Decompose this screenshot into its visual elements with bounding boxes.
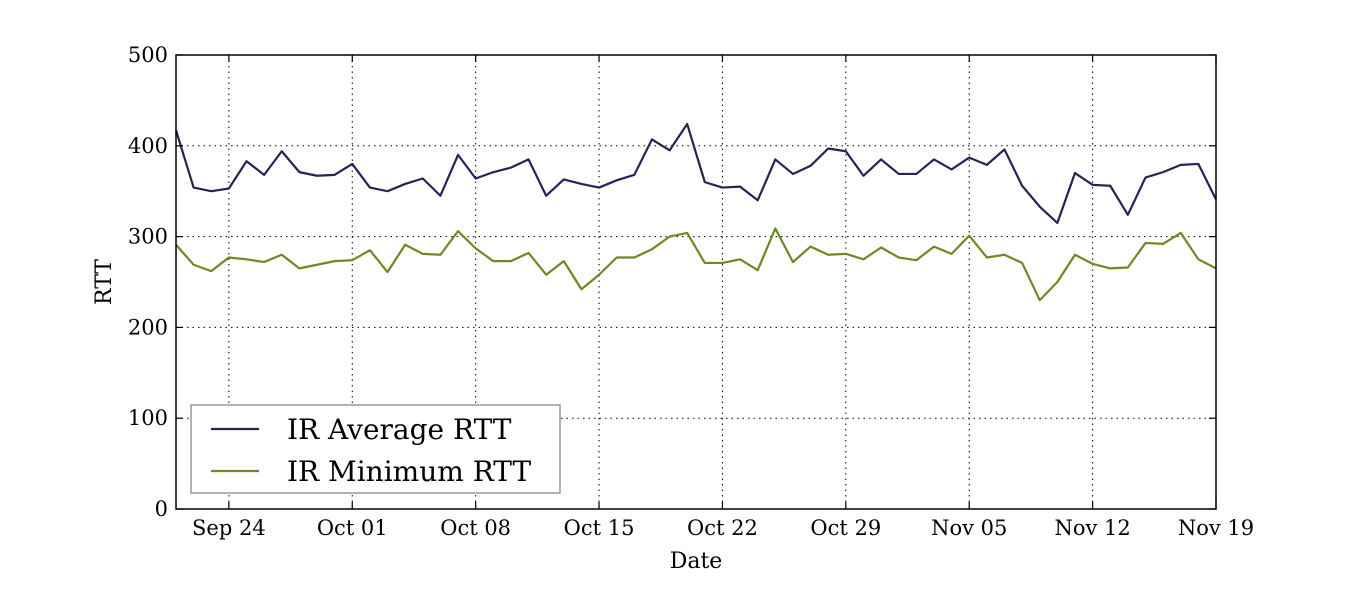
ticks-layer: 0 100 200 300 400 500 Sep 24 Oct 01 Oct 08 Oct 15… <box>128 43 1254 540</box>
x-tick-label: Oct 08 <box>440 516 511 540</box>
y-tick-label: 200 <box>128 315 168 339</box>
x-tick-label: Oct 29 <box>810 516 881 540</box>
y-tick-label: 100 <box>128 406 168 430</box>
y-tick-label: 300 <box>128 225 168 249</box>
x-tick-label: Sep 24 <box>192 516 266 540</box>
legend: IR Average RTT IR Minimum RTT <box>190 404 561 494</box>
x-tick-label: Oct 15 <box>564 516 635 540</box>
series-layer <box>174 122 1217 302</box>
legend-label-minimum: IR Minimum RTT <box>287 455 531 488</box>
y-tick-label: 400 <box>128 134 168 158</box>
legend-label-average: IR Average RTT <box>287 413 512 446</box>
x-tick-label: Nov 05 <box>931 516 1007 540</box>
series-line-average <box>174 122 1217 225</box>
x-tick-label: Oct 01 <box>317 516 388 540</box>
x-tick-label: Oct 22 <box>687 516 758 540</box>
series-line-minimum <box>175 227 1217 302</box>
x-tick-label: Nov 12 <box>1054 516 1130 540</box>
plot-frame <box>175 54 1217 510</box>
y-tick-label: 500 <box>128 43 168 67</box>
y-axis-label: RTT <box>92 259 117 305</box>
x-tick-label: Nov 19 <box>1178 516 1254 540</box>
y-tick-label: 0 <box>155 497 168 521</box>
x-axis-label: Date <box>670 549 723 574</box>
grid-layer <box>176 55 1216 509</box>
legend-box <box>190 404 561 494</box>
